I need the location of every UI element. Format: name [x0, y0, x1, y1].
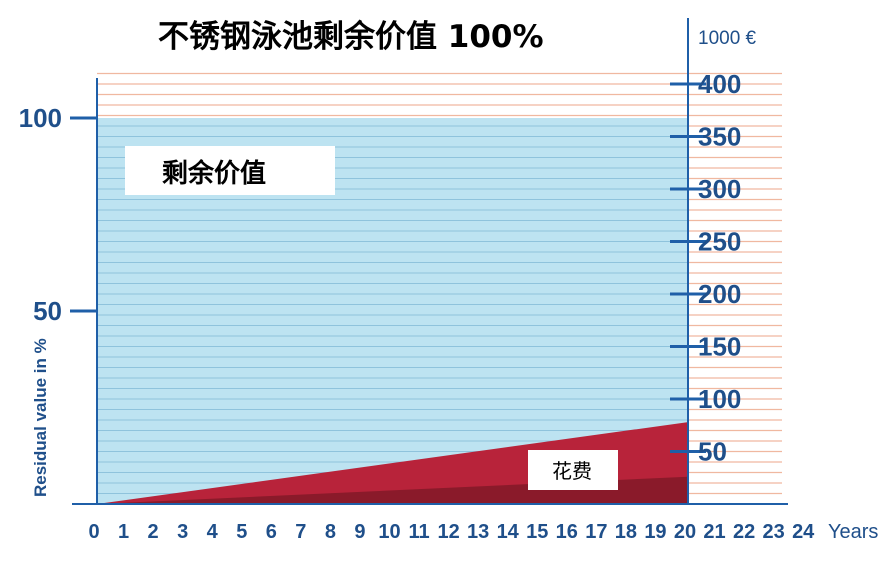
x-tick-label: 19	[644, 521, 666, 543]
x-tick-label: 18	[615, 521, 637, 543]
residual-value-label: 剩余价值	[162, 158, 266, 189]
x-tick-label: 16	[556, 521, 578, 543]
right-axis-unit: 1000 €	[698, 28, 757, 49]
residual-label-box	[125, 146, 335, 195]
x-tick-label: 5	[236, 521, 247, 543]
left-tick-label: 100	[19, 103, 62, 133]
x-tick-label: 13	[467, 521, 489, 543]
x-tick-label: 23	[763, 521, 785, 543]
left-axis-ticks: 100 50	[19, 103, 97, 326]
x-tick-label: 8	[325, 521, 336, 543]
x-tick-label: 9	[354, 521, 365, 543]
x-tick-label: 21	[703, 521, 725, 543]
x-tick-label: 20	[674, 521, 696, 543]
left-tick-label: 50	[33, 296, 62, 326]
x-tick-label: 4	[207, 521, 219, 543]
x-tick-label: 14	[497, 521, 520, 543]
right-tick-label: 200	[698, 279, 741, 309]
x-tick-label: 2	[148, 521, 159, 543]
right-tick-label: 250	[698, 227, 741, 257]
x-tick-label: 17	[585, 521, 607, 543]
x-tick-label: 22	[733, 521, 755, 543]
cost-label: 花费	[552, 459, 592, 483]
right-tick-label: 50	[698, 437, 727, 467]
x-tick-label: 11	[408, 521, 429, 543]
x-tick-label: 1	[118, 521, 129, 543]
x-axis-ticks: 0 1 2 3 4 5 6 7 8 9 10 11 12 13 14 15 16 17 18 19 20 21 22 23 24	[88, 521, 815, 543]
right-tick-label: 350	[698, 122, 741, 152]
right-tick-label: 400	[698, 69, 741, 99]
x-tick-label: 7	[295, 521, 306, 543]
x-tick-label: 0	[88, 521, 99, 543]
x-tick-label: 10	[378, 521, 400, 543]
right-tick-label: 300	[698, 174, 741, 204]
cost-label-box	[528, 450, 618, 490]
right-tick-label: 150	[698, 332, 741, 362]
right-tick-label: 100	[698, 384, 741, 414]
x-tick-label: 12	[437, 521, 459, 543]
right-axis-ticks: 400 350 300 250 200 150 100 50	[670, 69, 741, 467]
chart-title: 不锈钢泳池剩余价值 100%	[158, 19, 544, 55]
x-tick-label: 6	[266, 521, 277, 543]
x-tick-label: 3	[177, 521, 188, 543]
x-tick-label: 15	[526, 521, 548, 543]
x-axis-label: Years	[828, 521, 878, 543]
x-tick-label: 24	[792, 521, 815, 543]
left-axis-label: Residual value in %	[31, 338, 50, 497]
